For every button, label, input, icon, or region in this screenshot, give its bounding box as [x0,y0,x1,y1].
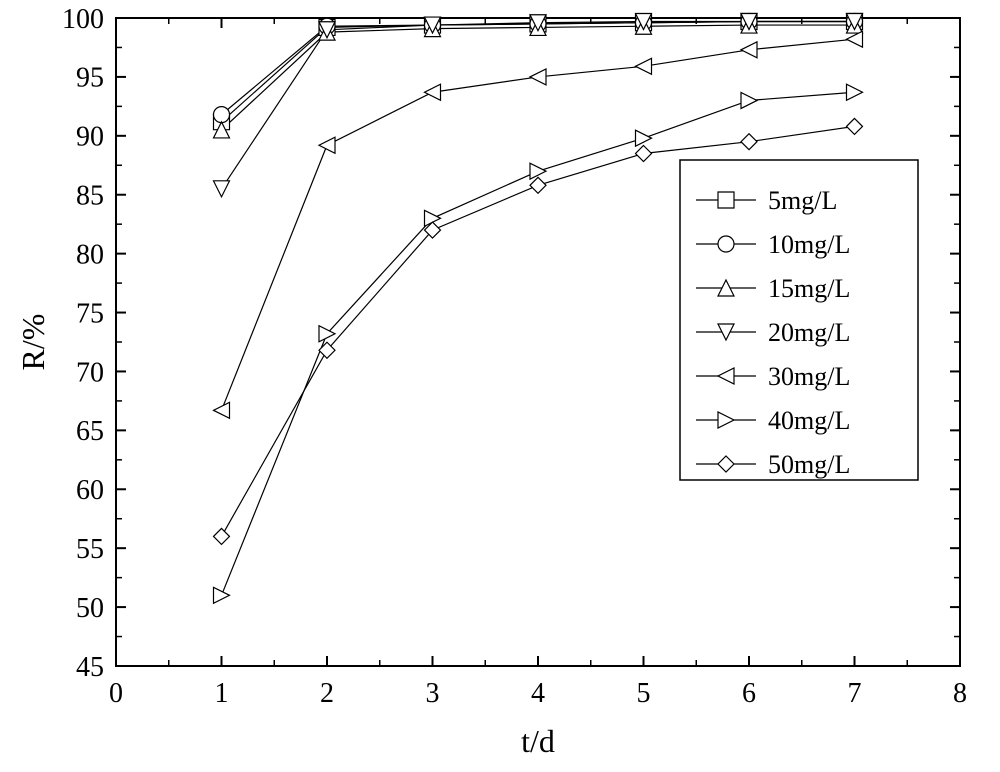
triangle-right-marker [847,84,863,100]
y-tick-label: 85 [76,181,104,212]
y-tick-label: 75 [76,298,104,329]
triangle-left-marker [741,42,757,58]
triangle-right-marker [741,92,757,108]
series-line-0 [222,22,855,122]
diamond-marker [741,134,757,150]
x-tick-label: 5 [637,678,651,709]
triangle-left-marker [214,402,230,418]
legend-label: 10mg/L [768,230,850,259]
diamond-marker [847,118,863,134]
y-tick-label: 80 [76,239,104,270]
x-tick-label: 1 [215,678,229,709]
x-tick-label: 3 [426,678,440,709]
legend-label: 50mg/L [768,450,850,479]
circle-marker [214,107,230,123]
line-chart: 012345678t/d4550556065707580859095100R/%… [0,0,1000,772]
legend-label: 20mg/L [768,318,850,347]
chart-container: 012345678t/d4550556065707580859095100R/%… [0,0,1000,772]
diamond-marker [214,528,230,544]
legend-label: 15mg/L [768,274,850,303]
x-axis-label: t/d [521,723,555,759]
x-tick-label: 0 [109,678,123,709]
legend-label: 5mg/L [768,186,837,215]
x-tick-label: 8 [953,678,967,709]
y-tick-label: 60 [76,475,104,506]
x-tick-label: 4 [531,678,545,709]
y-tick-label: 55 [76,534,104,565]
y-tick-label: 65 [76,416,104,447]
triangle-right-marker [214,587,230,603]
diamond-marker [636,145,652,161]
legend-label: 40mg/L [768,406,850,435]
triangle-left-marker [530,69,546,85]
triangle-left-marker [319,137,335,153]
x-tick-label: 6 [742,678,756,709]
triangle-left-marker [425,84,441,100]
y-axis-label: R/% [15,314,51,371]
legend-label: 30mg/L [768,362,850,391]
y-tick-label: 45 [76,652,104,683]
triangle-right-marker [636,130,652,146]
y-tick-label: 70 [76,357,104,388]
x-tick-label: 2 [320,678,334,709]
square-marker [718,192,734,208]
triangle-left-marker [636,58,652,74]
y-tick-label: 100 [62,4,104,35]
triangle-down-marker [214,181,230,197]
y-tick-label: 90 [76,122,104,153]
y-tick-label: 95 [76,63,104,94]
y-tick-label: 50 [76,593,104,624]
x-tick-label: 7 [848,678,862,709]
circle-marker [718,236,734,252]
diamond-marker [530,177,546,193]
